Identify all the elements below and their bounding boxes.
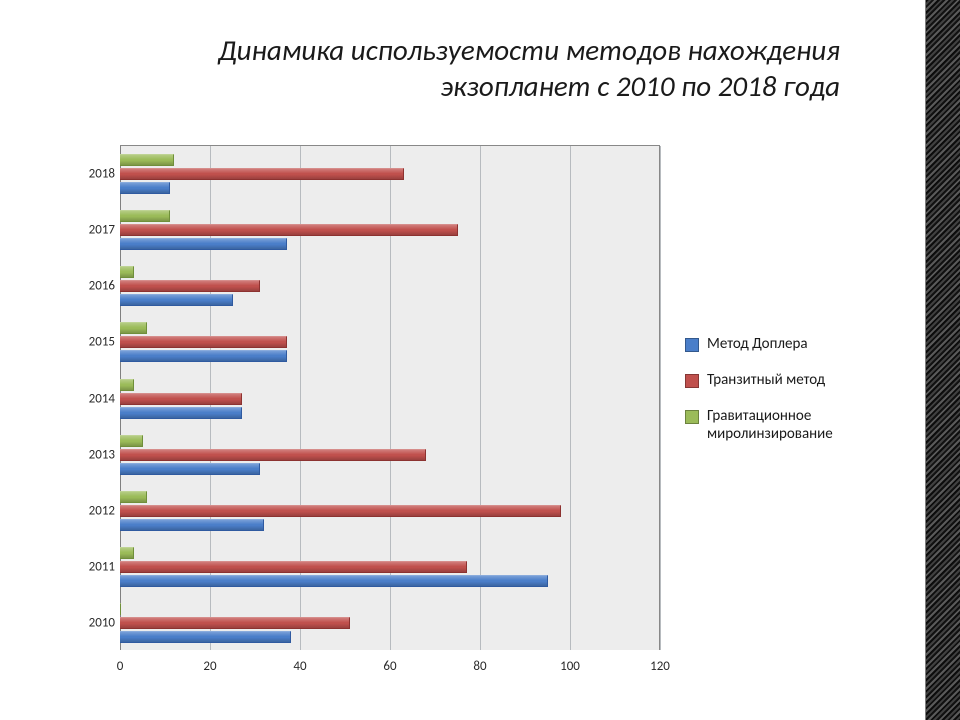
bar-microlens — [120, 491, 147, 503]
bar-doppler — [120, 519, 264, 531]
bar-doppler — [120, 575, 548, 587]
title-line-2: экзопланет с 2010 по 2018 года — [440, 68, 840, 104]
gridline — [570, 146, 571, 650]
slide-title: Динамика используемости методов нахожден… — [90, 32, 840, 105]
bar-microlens — [120, 154, 174, 166]
x-tick-label: 120 — [650, 659, 670, 674]
legend-chip — [685, 374, 699, 388]
bar-microlens — [120, 266, 134, 278]
title-line-1: Динамика используемости методов нахожден… — [218, 32, 840, 68]
bar-microlens — [120, 435, 143, 447]
decorative-sidebar — [925, 0, 960, 720]
bar-doppler — [120, 350, 287, 362]
bar-transit — [120, 168, 404, 180]
y-tick-label: 2017 — [75, 223, 115, 238]
y-tick-label: 2016 — [75, 279, 115, 294]
slide-root: Динамика используемости методов нахожден… — [0, 0, 960, 720]
bar-transit — [120, 617, 350, 629]
bar-doppler — [120, 238, 287, 250]
bar-microlens — [120, 603, 121, 615]
y-tick-label: 2010 — [75, 615, 115, 630]
x-tick-label: 20 — [203, 659, 216, 674]
legend-label: Гравитационное миролинзирование — [707, 407, 882, 443]
y-tick-label: 2011 — [75, 559, 115, 574]
y-tick-label: 2015 — [75, 335, 115, 350]
legend-item-microlens: Гравитационное миролинзирование — [685, 407, 882, 443]
legend-label: Метод Доплера — [707, 335, 808, 353]
legend-chip — [685, 338, 699, 352]
y-tick-label: 2014 — [75, 391, 115, 406]
y-tick-label: 2018 — [75, 167, 115, 182]
bar-transit — [120, 393, 242, 405]
bar-doppler — [120, 182, 170, 194]
legend: Метод Доплера Транзитный метод Гравитацион… — [685, 335, 882, 461]
bar-transit — [120, 561, 467, 573]
legend-item-transit: Транзитный метод — [685, 371, 882, 389]
legend-label: Транзитный метод — [707, 371, 825, 389]
plot-area: 0204060801001202018201720162015201420132… — [120, 145, 660, 650]
x-tick-label: 100 — [560, 659, 580, 674]
bar-microlens — [120, 547, 134, 559]
chart-container: 0 20 40 60 80 100 120 2018 2017 2016 2015 2014 2013 2… — [55, 145, 905, 675]
x-tick-label: 40 — [293, 659, 306, 674]
bar-doppler — [120, 407, 242, 419]
bar-transit — [120, 505, 561, 517]
y-tick-label: 2012 — [75, 503, 115, 518]
gridline — [660, 146, 661, 650]
bar-doppler — [120, 631, 291, 643]
bar-doppler — [120, 463, 260, 475]
bar-transit — [120, 280, 260, 292]
x-tick-label: 0 — [117, 659, 124, 674]
x-tick-label: 80 — [473, 659, 486, 674]
bar-transit — [120, 224, 458, 236]
bar-microlens — [120, 379, 134, 391]
bar-doppler — [120, 294, 233, 306]
legend-chip — [685, 410, 699, 424]
legend-item-doppler: Метод Доплера — [685, 335, 882, 353]
bar-microlens — [120, 322, 147, 334]
y-tick-label: 2013 — [75, 447, 115, 462]
bar-microlens — [120, 210, 170, 222]
bar-transit — [120, 449, 426, 461]
x-tick-label: 60 — [383, 659, 396, 674]
bar-transit — [120, 336, 287, 348]
